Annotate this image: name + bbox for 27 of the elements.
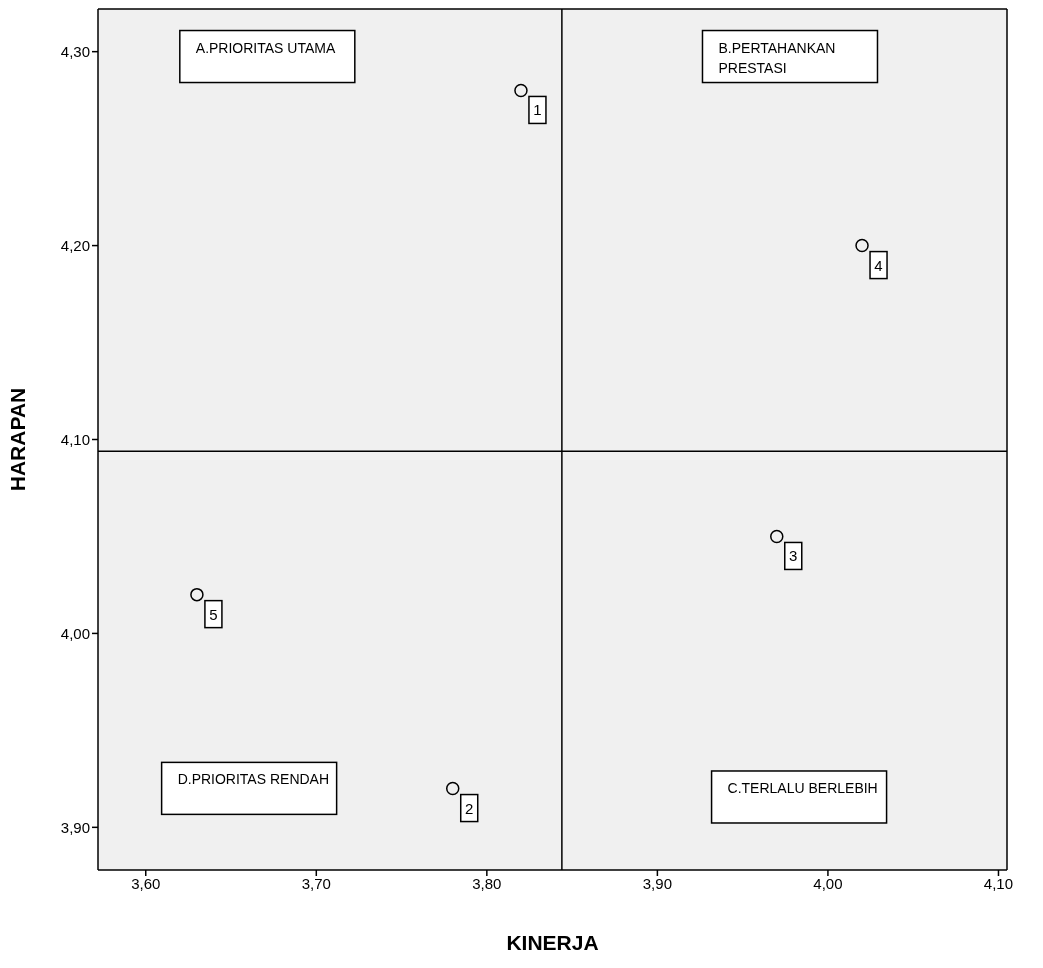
- y-tick-label: 4,30: [60, 42, 90, 60]
- x-tick-label: 3,80: [472, 874, 502, 892]
- x-tick-label: 3,60: [131, 874, 161, 892]
- point: [855, 238, 869, 253]
- x-tick-label: 3,70: [301, 874, 331, 892]
- y-tick-label: 4,00: [60, 624, 90, 642]
- x-tick-label: 3,90: [642, 874, 672, 892]
- x-tick-label: 4,10: [983, 874, 1014, 892]
- annotation: 1: [533, 101, 542, 119]
- annotation: 2: [465, 799, 474, 817]
- y-tick-label: 4,20: [60, 236, 90, 254]
- annotation: A.PRIORITAS UTAMA: [195, 39, 336, 56]
- x-tick-label: 4,00: [813, 874, 843, 892]
- annotation: 3: [789, 547, 798, 565]
- annotation: 5: [209, 605, 218, 623]
- annotation: 4: [874, 256, 883, 274]
- point: [514, 83, 528, 98]
- y-tick-label: 3,90: [60, 818, 90, 836]
- point: [190, 587, 204, 602]
- x-axis-title: KINERJA: [506, 931, 599, 954]
- point: [770, 529, 784, 544]
- annotation: B.PERTAHANKAN PRESTASI: [718, 39, 836, 76]
- point: [445, 781, 460, 796]
- annotation: C.TERLALU BERLEBIH: [727, 779, 878, 796]
- y-tick-label: 4,10: [60, 430, 90, 448]
- annotation: D.PRIORITAS RENDAH: [177, 771, 330, 788]
- y-axis-title: HARAPAN: [6, 387, 30, 492]
